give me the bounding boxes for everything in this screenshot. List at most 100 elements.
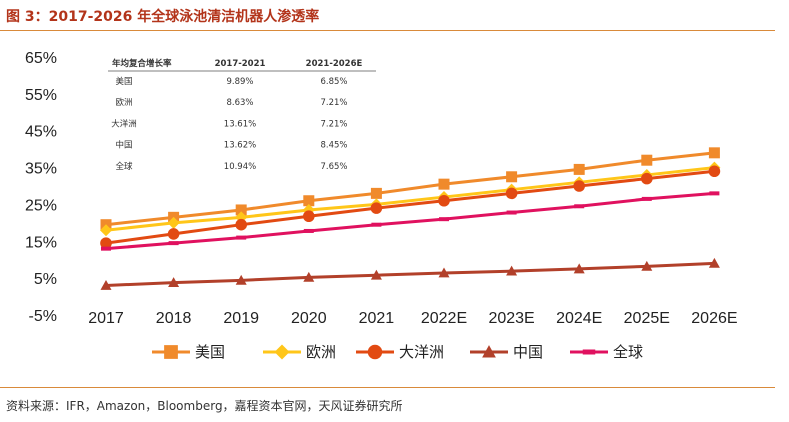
- table-cell: 7.21%: [320, 98, 347, 108]
- data-point: [505, 187, 518, 200]
- table-cell: 全球: [115, 161, 133, 172]
- x-tick-label: 2018: [156, 310, 192, 327]
- data-point: [641, 260, 653, 271]
- y-tick-label: 15%: [25, 234, 57, 251]
- table-header: 2021-2026E: [306, 59, 363, 69]
- source-note: 资料来源：IFR，Amazon，Bloomberg，嘉程资本官网，天风证券研究所: [6, 399, 403, 413]
- data-point: [168, 241, 179, 246]
- series-line: [105, 166, 715, 232]
- data-point: [506, 210, 517, 215]
- table-cell: 8.63%: [226, 98, 253, 108]
- legend-item: 大洋洲: [356, 343, 444, 361]
- x-tick-label: 2020: [291, 310, 327, 327]
- series-line: [105, 261, 715, 288]
- data-point: [708, 147, 720, 159]
- y-axis: -5% 5% 15% 25% 35% 45% 55% 65%: [25, 50, 57, 325]
- table-cell: 7.65%: [320, 162, 347, 172]
- series-2: [100, 165, 721, 249]
- data-point: [506, 171, 518, 183]
- legend-item: 欧洲: [263, 343, 336, 361]
- data-point: [438, 178, 450, 190]
- legend-marker: [164, 345, 178, 359]
- legend-label: 美国: [195, 343, 225, 361]
- x-tick-label: 2025E: [624, 310, 670, 327]
- table-cell: 10.94%: [224, 162, 256, 172]
- series-line: [105, 151, 715, 227]
- x-tick-label: 2026E: [691, 310, 737, 327]
- bottom-rule: [0, 387, 775, 388]
- data-point: [709, 191, 720, 196]
- table-cell: 8.45%: [320, 141, 347, 151]
- table-header: 年均复合增长率: [112, 58, 172, 69]
- table-cell: 7.21%: [320, 119, 347, 129]
- series-0: [100, 147, 720, 231]
- data-point: [167, 228, 180, 240]
- data-point: [303, 195, 315, 207]
- data-point: [100, 280, 112, 290]
- y-tick-label: -5%: [29, 308, 57, 325]
- x-tick-label: 2017: [88, 310, 124, 327]
- series-line: [105, 191, 715, 251]
- legend-item: 全球: [570, 343, 643, 361]
- top-rule: [0, 30, 775, 31]
- table-header: 2017-2021: [215, 59, 266, 69]
- series-4: [101, 191, 720, 251]
- table-cell: 13.61%: [224, 119, 256, 129]
- data-point: [100, 237, 112, 249]
- x-tick-label: 2022E: [421, 310, 467, 327]
- x-tick-label: 2021: [359, 310, 395, 327]
- data-point: [641, 154, 653, 166]
- data-point: [235, 218, 247, 231]
- figure-title: 图 3：2017-2026 年全球泳池清洁机器人渗透率: [6, 9, 320, 25]
- legend-marker: [367, 344, 383, 360]
- series-lines: [100, 147, 721, 290]
- data-point: [574, 204, 585, 209]
- table-cell: 美国: [115, 76, 132, 87]
- legend-item: 美国: [152, 343, 225, 361]
- legend-label: 欧洲: [306, 343, 336, 361]
- series-1: [100, 161, 721, 237]
- table-cell: 6.85%: [320, 77, 347, 87]
- data-point: [641, 172, 653, 185]
- x-tick-label: 2023E: [488, 310, 534, 327]
- data-point: [235, 204, 247, 216]
- legend-label: 大洋洲: [399, 343, 444, 361]
- y-tick-label: 25%: [25, 197, 57, 214]
- legend-marker: [582, 349, 596, 355]
- data-point: [370, 187, 382, 199]
- legend: 美国 欧洲 大洋洲 中国 全球: [152, 343, 643, 361]
- data-point: [303, 228, 314, 233]
- y-tick-label: 55%: [25, 87, 57, 104]
- y-tick-label: 65%: [25, 50, 57, 67]
- data-point: [438, 194, 450, 207]
- data-point: [573, 163, 585, 175]
- data-point: [573, 180, 585, 192]
- table-cell: 中国: [115, 140, 132, 151]
- data-point: [168, 277, 180, 287]
- data-point: [303, 210, 315, 223]
- table-cell: 13.62%: [224, 141, 256, 151]
- data-point: [506, 265, 518, 276]
- series-line: [105, 169, 715, 245]
- data-point: [303, 271, 315, 282]
- data-point: [235, 274, 247, 285]
- data-point: [439, 217, 449, 222]
- x-axis: 2017 2018 2019 2020 2021 2022E 2023E 2024E 2025E…: [88, 310, 737, 327]
- data-point: [573, 263, 585, 274]
- cagr-table: 年均复合增长率 2017-2021 2021-2026E 美国 9.89% 6.85% 欧洲…: [108, 58, 376, 172]
- legend-marker: [274, 344, 290, 360]
- legend-label: 中国: [513, 343, 543, 361]
- data-point: [641, 196, 652, 201]
- data-point: [371, 222, 382, 227]
- x-tick-label: 2019: [223, 310, 259, 327]
- data-point: [370, 202, 383, 214]
- y-tick-label: 45%: [25, 124, 57, 141]
- data-point: [438, 267, 450, 278]
- table-cell: 欧洲: [115, 97, 132, 108]
- data-point: [167, 216, 180, 229]
- y-tick-label: 35%: [25, 161, 57, 178]
- y-tick-label: 5%: [34, 271, 57, 288]
- table-cell: 大洋洲: [111, 118, 137, 129]
- data-point: [370, 269, 382, 280]
